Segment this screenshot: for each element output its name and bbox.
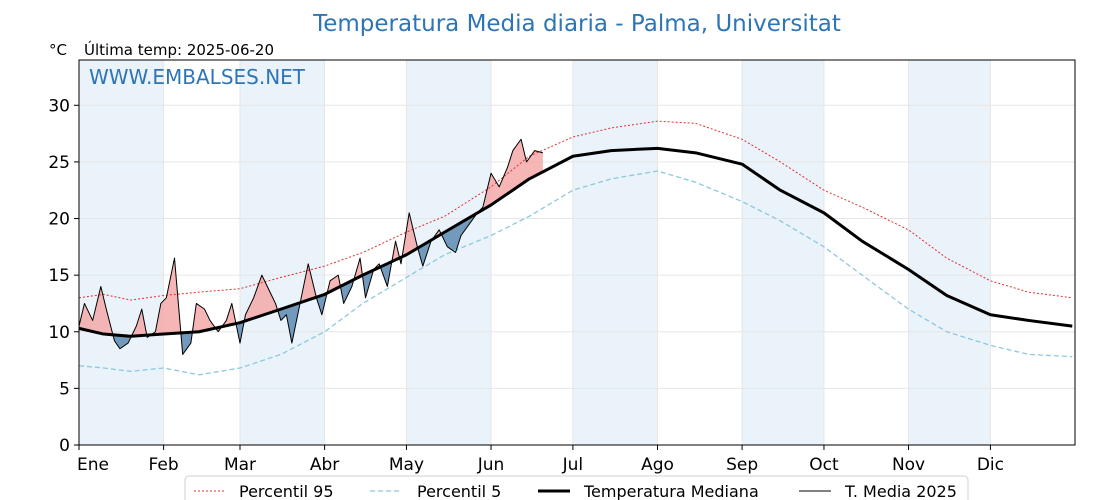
- x-tick-label: Feb: [149, 455, 179, 475]
- legend-box: [184, 475, 969, 500]
- above-median-fill: [132, 309, 148, 338]
- p95-line: [78, 120, 1073, 301]
- y-tick-label: 30: [48, 96, 70, 116]
- x-tick-label: Jul: [562, 455, 584, 475]
- above-median-fill: [392, 241, 400, 262]
- grid-lines: [78, 60, 1075, 446]
- above-median-fill: [79, 286, 114, 336]
- last-temp-label: Última temp: 2025-06-20: [84, 40, 274, 59]
- x-tick-label: Mar: [224, 455, 256, 475]
- x-tick-label: Dic: [977, 455, 1004, 475]
- y-tick-label: 15: [48, 266, 70, 286]
- above-median-fill: [245, 275, 279, 321]
- y-axis: 0 5 10 15 20 25 30: [48, 96, 79, 456]
- x-tick-label: Oct: [809, 455, 839, 475]
- x-tick-label: Ago: [641, 455, 674, 475]
- x-tick-label: May: [389, 455, 424, 475]
- x-tick-label: Sep: [726, 455, 758, 475]
- legend-media2025-label: T. Media 2025: [844, 482, 957, 500]
- unit-label: °C: [49, 41, 67, 59]
- chart-title: Temperatura Media diaria - Palma, Univer…: [312, 11, 841, 37]
- x-tick-label: Abr: [310, 455, 339, 475]
- above-median-fill: [402, 212, 419, 257]
- y-tick-label: 0: [59, 436, 70, 456]
- month-bands: [79, 60, 991, 445]
- y-tick-label: 5: [59, 379, 70, 399]
- p5-line: [78, 170, 1073, 376]
- watermark: WWW.EMBALSES.NET: [89, 65, 306, 89]
- series-lines: [78, 120, 1073, 376]
- above-median-fill: [327, 275, 341, 294]
- below-median-fill: [181, 323, 194, 355]
- y-tick-label: 10: [48, 323, 70, 343]
- month-band: [239, 60, 325, 445]
- below-median-fill: [362, 269, 374, 298]
- above-median-fill: [301, 263, 317, 303]
- month-band: [572, 60, 658, 445]
- x-axis: Ene Feb Mar Abr May Jun Jul Ago Sep Oct Nov Dic: [77, 445, 1004, 475]
- month-band: [908, 60, 991, 445]
- median-line: [78, 146, 1073, 338]
- media-2025-line: [78, 138, 544, 355]
- month-band: [79, 60, 164, 445]
- legend-p5-label: Percentil 5: [417, 482, 501, 500]
- below-median-fill: [441, 212, 478, 253]
- plot-frame: [78, 59, 1076, 446]
- below-median-fill: [340, 277, 355, 304]
- x-tick-label: Nov: [892, 455, 925, 475]
- above-median-fill: [477, 139, 543, 213]
- month-band: [742, 60, 824, 445]
- x-tick-label: Ene: [77, 455, 109, 475]
- y-tick-label: 20: [48, 210, 70, 230]
- y-tick-label: 25: [48, 153, 70, 173]
- x-tick-label: Jun: [477, 455, 505, 475]
- above-median-fill: [193, 303, 217, 333]
- legend-median-label: Temperatura Mediana: [583, 482, 759, 500]
- legend-p95-label: Percentil 95: [239, 482, 334, 500]
- legend: Percentil 95 Percentil 5 Temperatura Med…: [184, 475, 969, 500]
